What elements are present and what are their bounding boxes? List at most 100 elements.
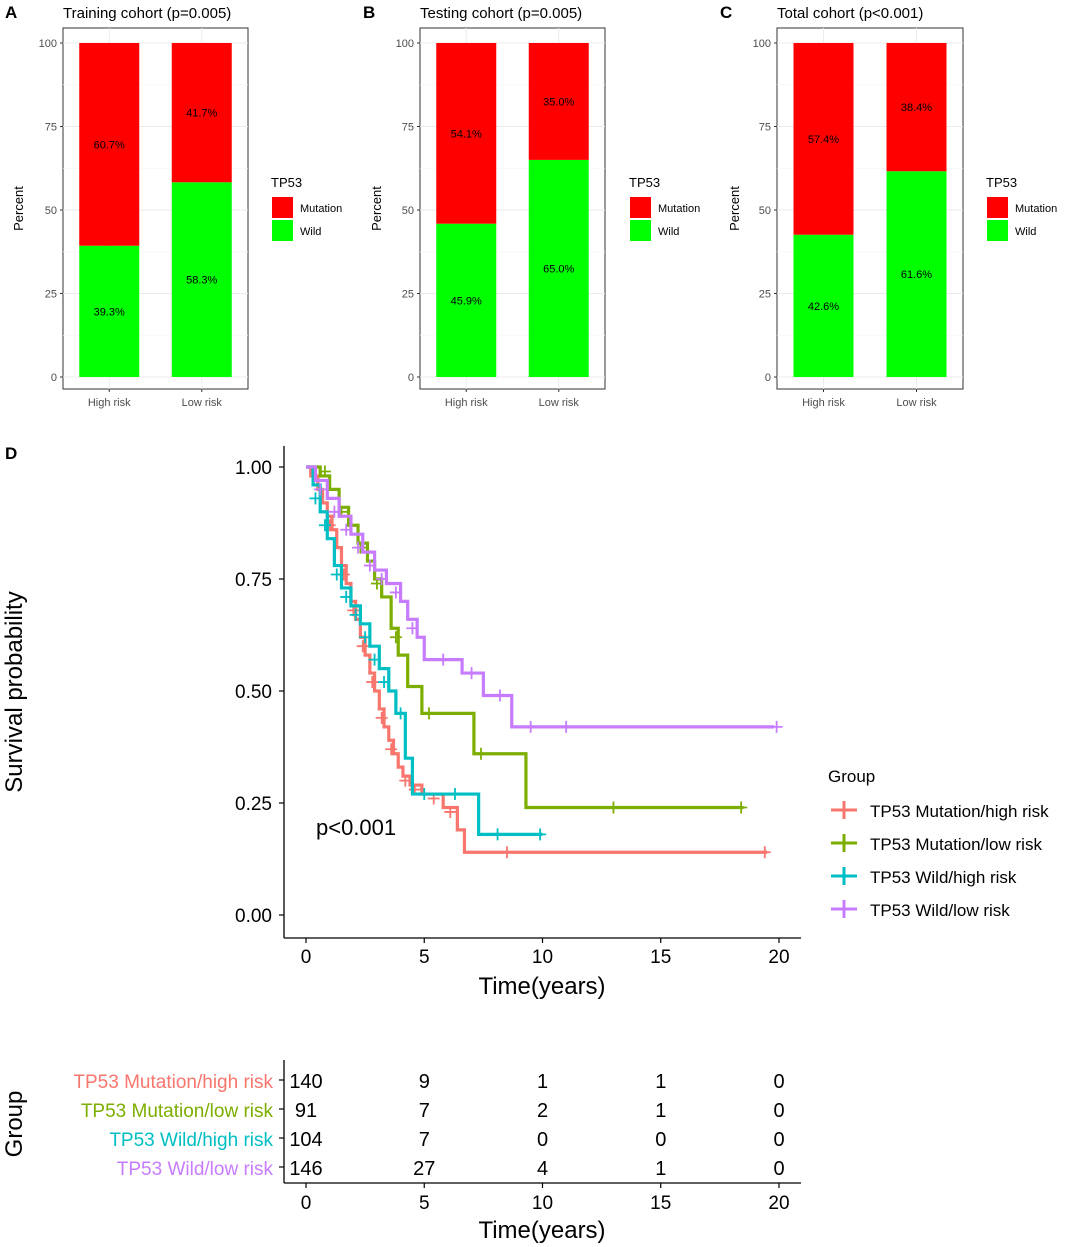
legend-swatch-mutation — [630, 197, 651, 218]
bar-mutation-high-risk — [436, 43, 497, 224]
legend-key-tp53-mutation-high-risk — [831, 801, 857, 819]
censor-mark — [770, 720, 783, 733]
legend-label: Mutation — [300, 203, 342, 215]
censor-mark — [356, 640, 369, 653]
x-tick-label: 0 — [301, 1193, 312, 1214]
risk-count-cell: 0 — [773, 1071, 784, 1093]
legend-label: Mutation — [1015, 203, 1057, 215]
y-tick-label: 0 — [765, 372, 771, 384]
censor-mark — [493, 689, 506, 702]
chart-title: Testing cohort (p=0.005) — [420, 5, 582, 22]
km-curve-line — [306, 465, 775, 729]
y-axis-label: Percent — [11, 186, 26, 231]
censor-mark — [359, 631, 372, 644]
legend-key-tp53-wild-low-risk — [831, 900, 857, 918]
censor-mark — [524, 720, 537, 733]
bar-wild-high-risk — [436, 223, 497, 377]
risk-count-cell: 27 — [413, 1158, 435, 1180]
bar-wild-high-risk — [793, 234, 854, 377]
y-tick-label: 50 — [45, 205, 57, 217]
risk-count-cell: 0 — [537, 1129, 548, 1151]
censor-mark — [314, 483, 327, 496]
censor-mark — [368, 653, 381, 666]
censor-mark — [418, 788, 431, 801]
x-tick-label: High risk — [88, 397, 131, 409]
x-tick-label: 20 — [768, 1193, 789, 1214]
risk-row-label: TP53 Mutation/high risk — [73, 1072, 273, 1093]
y-tick-label: 0.50 — [235, 682, 272, 703]
panel-letter-d: D — [5, 444, 17, 463]
censor-mark — [475, 747, 488, 760]
x-tick-label: Low risk — [896, 397, 937, 409]
bar-data-label: 39.3% — [94, 306, 125, 318]
y-tick-label: 75 — [45, 122, 57, 134]
legend-label: Wild — [300, 226, 321, 238]
bar-data-label: 54.1% — [451, 128, 482, 140]
legend-key-tp53-mutation-low-risk — [831, 834, 857, 852]
x-tick-label: High risk — [802, 397, 845, 409]
legend-label: TP53 Wild/high risk — [870, 868, 1017, 887]
x-axis-label: Time(years) — [478, 973, 605, 1000]
km-series-tp53-mutation-high-risk — [306, 465, 771, 859]
x-tick-label: 10 — [532, 947, 553, 968]
bar-data-label: 42.6% — [808, 301, 839, 313]
censor-mark — [378, 676, 391, 689]
bar-chart-panel-a: 0 25 50 75 100 39.3% 60.7% High risk 58.3% 41.7% L… — [11, 5, 342, 409]
y-axis-label: Percent — [369, 186, 384, 231]
legend: TP53 Mutation Wild — [271, 175, 342, 241]
y-tick-label: 50 — [402, 205, 414, 217]
y-tick-label: 25 — [402, 289, 414, 301]
chart-title: Training cohort (p=0.005) — [63, 5, 231, 22]
censor-mark — [444, 805, 457, 818]
y-tick-label: 25 — [759, 289, 771, 301]
censor-mark — [330, 568, 343, 581]
risk-row-label: TP53 Wild/low risk — [117, 1159, 274, 1180]
legend-label: TP53 Mutation/high risk — [870, 802, 1049, 821]
censor-mark — [318, 519, 331, 532]
km-series-tp53-wild-high-risk — [306, 465, 547, 841]
legend-swatch-mutation — [987, 197, 1008, 218]
bar-mutation-low-risk — [528, 43, 589, 160]
legend-label: TP53 Mutation/low risk — [870, 835, 1042, 854]
y-tick-label: 0.25 — [235, 794, 272, 815]
bar-chart-panel-c: 0 25 50 75 100 42.6% 57.4% High risk 61.6% 38.4% L… — [727, 5, 1057, 409]
y-tick-label: 100 — [753, 38, 771, 50]
y-tick-label: 50 — [759, 205, 771, 217]
censor-mark — [389, 631, 402, 644]
risk-count-cell: 104 — [289, 1129, 322, 1151]
risk-count-cell: 7 — [419, 1129, 430, 1151]
risk-count-cell: 1 — [655, 1071, 666, 1093]
legend-swatch-mutation — [272, 197, 293, 218]
risk-count-cell: 0 — [773, 1158, 784, 1180]
bar-data-label: 61.6% — [901, 269, 932, 281]
risk-count-cell: 0 — [773, 1100, 784, 1122]
x-tick-label: Low risk — [182, 397, 223, 409]
risk-count-cell: 1 — [655, 1100, 666, 1122]
legend-title: TP53 — [629, 175, 660, 190]
censor-mark — [422, 707, 435, 720]
legend-label: Mutation — [658, 203, 700, 215]
y-tick-label: 0.75 — [235, 570, 272, 591]
x-tick-label: 15 — [650, 1193, 671, 1214]
censor-mark — [491, 828, 504, 841]
x-tick-label: 5 — [419, 1193, 430, 1214]
risk-count-cell: 146 — [289, 1158, 322, 1180]
x-tick-label: Low risk — [539, 397, 580, 409]
risk-count-cell: 91 — [295, 1100, 317, 1122]
bar-mutation-low-risk — [886, 43, 947, 172]
censor-mark — [328, 505, 341, 518]
censor-mark — [375, 573, 388, 585]
censor-mark — [352, 541, 365, 554]
censor-mark — [735, 801, 748, 814]
censor-mark — [349, 608, 362, 621]
bar-data-label: 58.3% — [186, 275, 217, 287]
censor-mark — [309, 492, 322, 505]
risk-row-label: TP53 Wild/high risk — [109, 1130, 273, 1151]
risk-count-cell: 1 — [537, 1071, 548, 1093]
bar-data-label: 57.4% — [808, 134, 839, 146]
censor-mark — [501, 846, 514, 859]
y-tick-label: 100 — [39, 38, 57, 50]
bar-mutation-low-risk — [171, 43, 232, 183]
bar-data-label: 41.7% — [186, 108, 217, 120]
